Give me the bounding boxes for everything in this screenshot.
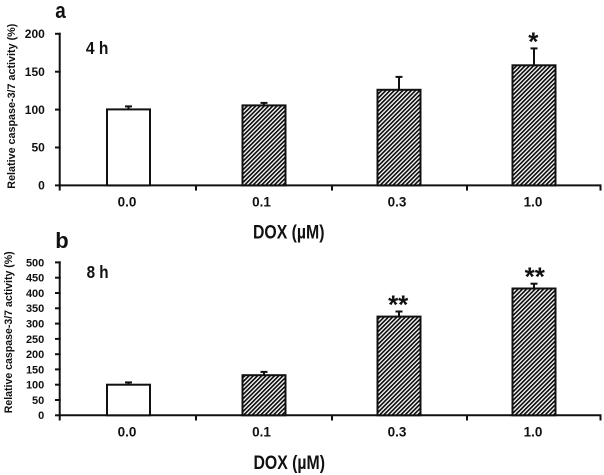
svg-text:DOX (µM): DOX (µM) xyxy=(254,453,326,474)
svg-text:0: 0 xyxy=(38,179,45,193)
svg-text:250: 250 xyxy=(26,334,44,346)
svg-text:b: b xyxy=(55,228,68,253)
svg-text:4 h: 4 h xyxy=(86,38,109,58)
svg-text:DOX (µM): DOX (µM) xyxy=(253,223,325,244)
svg-text:*: * xyxy=(528,27,539,57)
svg-text:150: 150 xyxy=(26,364,44,376)
svg-text:200: 200 xyxy=(26,349,44,361)
svg-text:Relative caspase-3/7 activity: Relative caspase-3/7 activity (%) xyxy=(6,23,18,188)
svg-text:0.1: 0.1 xyxy=(252,425,271,440)
svg-text:a: a xyxy=(55,0,66,23)
svg-text:100: 100 xyxy=(26,380,44,392)
svg-text:50: 50 xyxy=(31,141,45,155)
svg-text:500: 500 xyxy=(26,257,44,269)
svg-text:1.0: 1.0 xyxy=(524,194,543,209)
svg-text:0.1: 0.1 xyxy=(252,194,271,209)
svg-text:0: 0 xyxy=(38,410,44,422)
svg-text:100: 100 xyxy=(25,103,45,117)
svg-text:150: 150 xyxy=(25,65,45,79)
svg-text:0.0: 0.0 xyxy=(118,425,137,440)
svg-text:**: ** xyxy=(525,261,546,291)
svg-text:8 h: 8 h xyxy=(87,262,109,282)
svg-text:0.3: 0.3 xyxy=(388,425,407,440)
svg-text:200: 200 xyxy=(25,27,45,41)
svg-text:350: 350 xyxy=(26,303,44,315)
svg-text:Relative caspase-3/7 activity: Relative caspase-3/7 activity (%) xyxy=(3,251,15,413)
svg-text:0.3: 0.3 xyxy=(388,194,407,209)
svg-text:400: 400 xyxy=(26,288,44,300)
svg-text:450: 450 xyxy=(26,273,44,285)
svg-text:50: 50 xyxy=(32,395,44,407)
svg-text:0.0: 0.0 xyxy=(118,194,137,209)
svg-text:1.0: 1.0 xyxy=(524,425,543,440)
svg-text:300: 300 xyxy=(26,319,44,331)
svg-text:**: ** xyxy=(388,290,409,320)
